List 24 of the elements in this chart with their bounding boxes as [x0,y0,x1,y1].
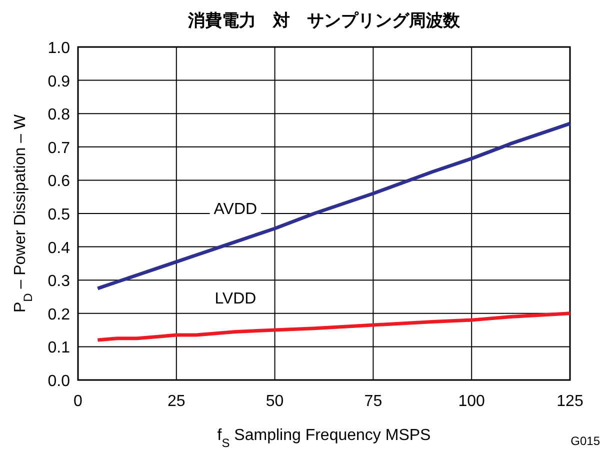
y-tick-label: 0.8 [48,106,70,124]
x-tick-label: 75 [364,393,382,410]
x-tick-label: 100 [458,393,486,410]
y-tick-label: 0.2 [48,306,70,324]
x-tick-label: 50 [266,393,284,410]
y-tick-label: 0.0 [48,373,70,390]
y-tick-label: 0.5 [48,206,70,224]
y-tick-label: 0.1 [48,340,70,357]
y-tick-label: 0.4 [48,240,70,257]
series-label: AVDD [214,200,258,218]
series-label: LVDD [214,290,256,308]
line-series [96,312,572,342]
x-tick-label: 0 [74,393,83,410]
x-tick-label: 125 [556,393,584,410]
x-tick-label: 25 [168,393,186,410]
chart-title: 消費電力 対 サンプリング周波数 [187,11,461,30]
text: G015 [570,434,600,448]
y-tick-label: 0.6 [48,173,70,190]
y-tick-label: 0.9 [48,73,70,90]
y-tick-label: 1.0 [48,40,70,57]
y-tick-label: 0.3 [48,273,70,290]
line-series [96,122,572,290]
x-axis-title: f$_{S}$ Sampling Frequency MSPS [217,427,431,450]
y-tick-label: 0.7 [48,140,70,157]
